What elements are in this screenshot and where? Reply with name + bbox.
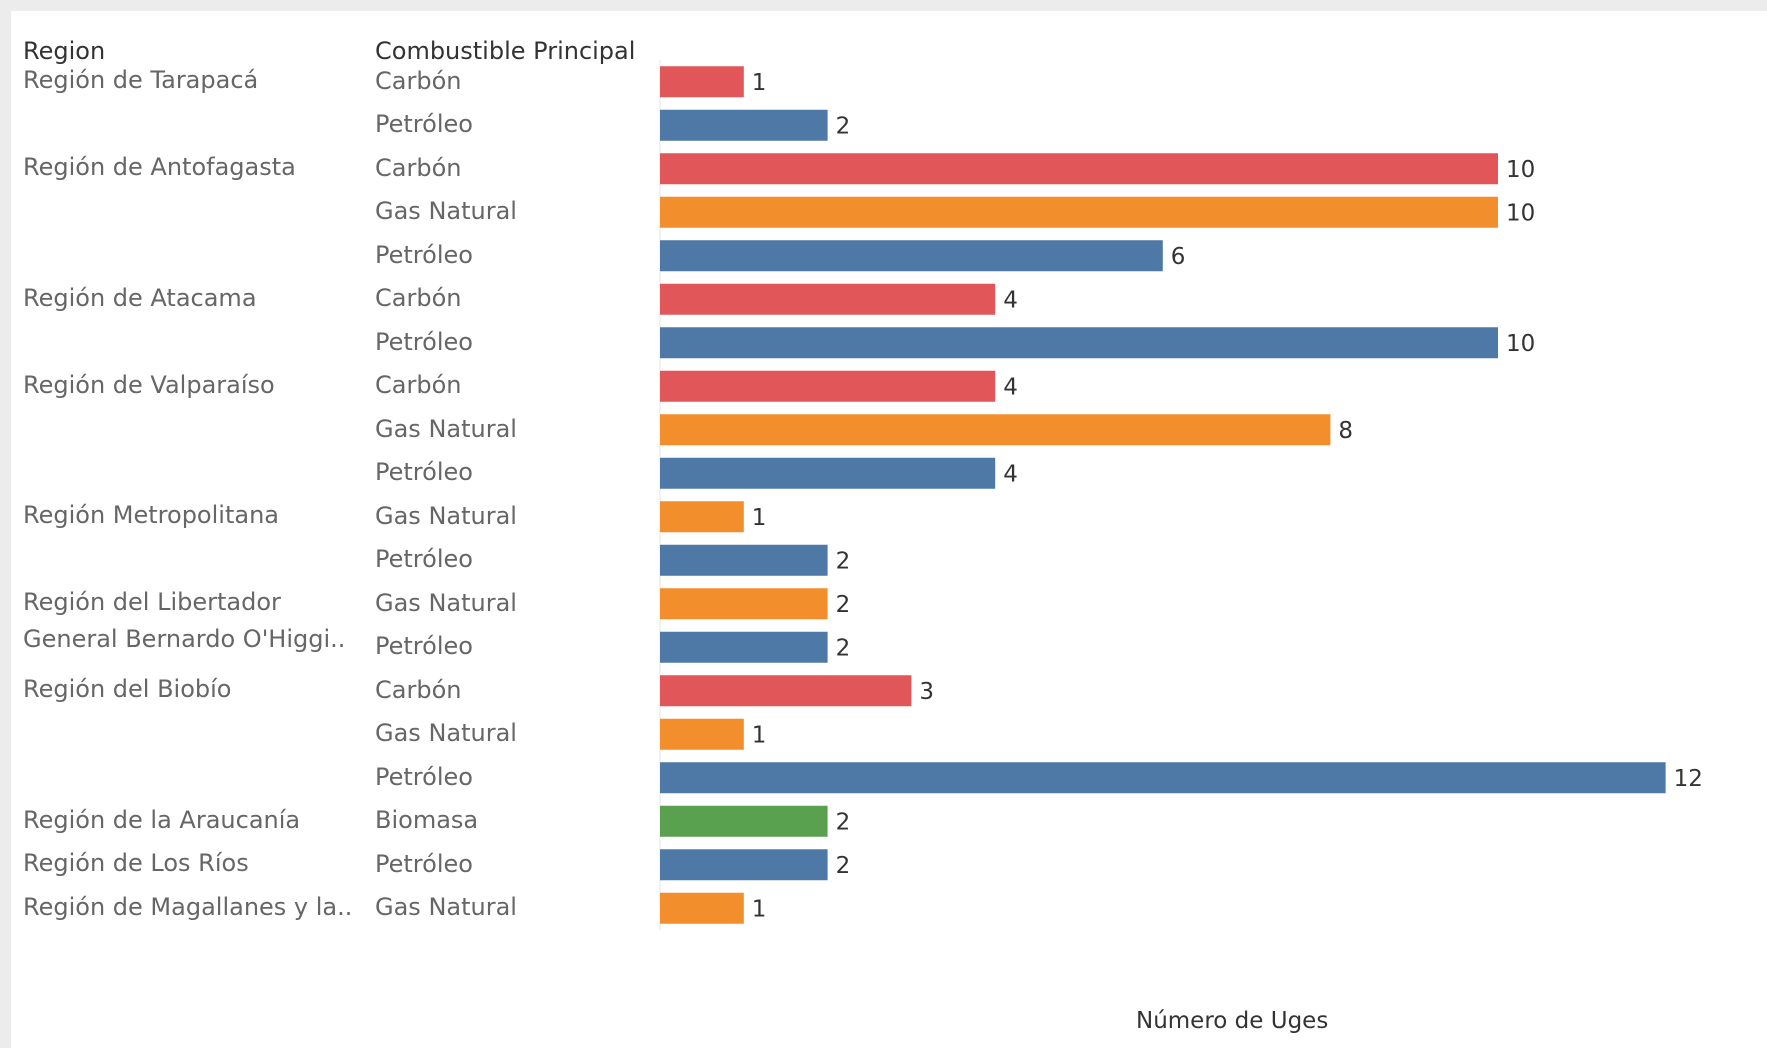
fuel-label[interactable]: Petróleo bbox=[375, 110, 473, 139]
bar[interactable] bbox=[660, 109, 828, 141]
region-label[interactable]: Región de Magallanes y la.. bbox=[23, 892, 353, 921]
bar[interactable] bbox=[660, 805, 828, 837]
bar-value-label: 1 bbox=[752, 505, 767, 531]
fuel-column-header[interactable]: Combustible Principal bbox=[375, 37, 636, 65]
bar-value-label: 10 bbox=[1506, 157, 1535, 183]
region-label[interactable]: Región de Tarapacá bbox=[23, 66, 259, 94]
bar-value-label: 2 bbox=[836, 592, 851, 618]
fuel-label[interactable]: Gas Natural bbox=[375, 414, 517, 443]
bar-value-label: 1 bbox=[752, 70, 767, 96]
bar[interactable] bbox=[660, 849, 828, 881]
bar-value-label: 4 bbox=[1003, 374, 1018, 400]
bar[interactable] bbox=[660, 588, 828, 620]
region-label[interactable]: Región de Valparaíso bbox=[23, 370, 275, 399]
fuel-label[interactable]: Petróleo bbox=[375, 327, 473, 356]
fuel-label[interactable]: Biomasa bbox=[375, 806, 479, 835]
bar-value-label: 2 bbox=[836, 809, 851, 835]
bar-value-label: 8 bbox=[1338, 418, 1353, 444]
fuel-label[interactable]: Gas Natural bbox=[375, 501, 517, 530]
chart-panel: Region Combustible Principal Carbón Petró… bbox=[11, 11, 1767, 1048]
fuel-label[interactable]: Petróleo bbox=[375, 849, 473, 878]
bar[interactable] bbox=[660, 414, 1331, 446]
bar[interactable] bbox=[660, 457, 996, 489]
bar-value-label: 12 bbox=[1674, 766, 1703, 792]
x-axis-title: Número de Uges bbox=[1136, 1008, 1329, 1034]
bar[interactable] bbox=[660, 240, 1163, 272]
fuel-label[interactable]: Petróleo bbox=[375, 762, 473, 791]
region-label[interactable]: Región de Atacama bbox=[23, 283, 257, 312]
bar-value-label: 10 bbox=[1506, 200, 1535, 226]
fuel-label[interactable]: Carbón bbox=[375, 153, 462, 182]
fuel-label[interactable]: Petróleo bbox=[375, 240, 473, 269]
bar[interactable] bbox=[660, 762, 1666, 794]
region-column-header[interactable]: Region bbox=[23, 37, 106, 65]
bar-value-label: 10 bbox=[1506, 331, 1535, 357]
bar-value-label: 2 bbox=[836, 635, 851, 661]
region-label[interactable]: Región del Biobío bbox=[23, 675, 232, 703]
bar-value-label: 1 bbox=[752, 722, 767, 748]
bar[interactable] bbox=[660, 718, 744, 750]
bar-value-label: 2 bbox=[836, 113, 851, 139]
fuel-label[interactable]: Gas Natural bbox=[375, 719, 517, 748]
bar[interactable] bbox=[660, 153, 1498, 185]
bar-value-label: 2 bbox=[836, 548, 851, 574]
bar-value-label: 6 bbox=[1171, 244, 1186, 270]
bar[interactable] bbox=[660, 283, 996, 315]
bar[interactable] bbox=[660, 196, 1498, 228]
bar-value-label: 4 bbox=[1003, 461, 1018, 487]
region-label[interactable]: Región Metropolitana bbox=[23, 501, 279, 529]
bar-value-label: 2 bbox=[836, 853, 851, 879]
fuel-label[interactable]: Gas Natural bbox=[375, 588, 517, 617]
fuel-label[interactable]: Petróleo bbox=[375, 545, 473, 574]
bar[interactable] bbox=[660, 675, 912, 707]
fuel-label[interactable]: Carbón bbox=[375, 675, 462, 704]
region-label[interactable]: Región de Los Ríos bbox=[23, 849, 249, 877]
region-label[interactable]: Región de Antofagasta bbox=[23, 153, 296, 181]
bar[interactable] bbox=[660, 370, 996, 402]
bar[interactable] bbox=[660, 327, 1498, 359]
fuel-label[interactable]: Carbón bbox=[375, 371, 462, 400]
fuel-label[interactable]: Carbón bbox=[375, 284, 462, 313]
bar[interactable] bbox=[660, 631, 828, 663]
bar[interactable] bbox=[660, 892, 744, 924]
fuel-label[interactable]: Gas Natural bbox=[375, 893, 517, 922]
fuel-label[interactable]: Gas Natural bbox=[375, 197, 517, 226]
bar-value-label: 1 bbox=[752, 896, 767, 922]
bar-value-label: 3 bbox=[919, 679, 934, 705]
bar[interactable] bbox=[660, 501, 744, 533]
region-label[interactable]: Región del Libertador General Bernardo O… bbox=[23, 588, 346, 653]
region-label[interactable]: Región de la Araucanía bbox=[23, 805, 301, 834]
fuel-label[interactable]: Carbón bbox=[375, 66, 462, 95]
bar[interactable] bbox=[660, 66, 744, 98]
bar[interactable] bbox=[660, 544, 828, 576]
bar-value-label: 4 bbox=[1003, 287, 1018, 313]
fuel-label[interactable]: Petróleo bbox=[375, 458, 473, 487]
fuel-label[interactable]: Petróleo bbox=[375, 632, 473, 661]
